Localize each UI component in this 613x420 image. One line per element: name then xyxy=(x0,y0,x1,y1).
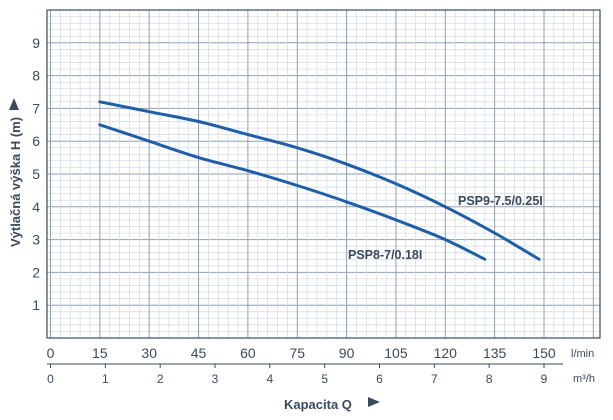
x2-tick-label: 3 xyxy=(212,372,219,386)
x-tick-label: 120 xyxy=(434,345,458,361)
y-tick-label: 1 xyxy=(32,297,40,313)
x-tick-label: 75 xyxy=(289,345,305,361)
x2-unit-label: m³/h xyxy=(573,373,595,385)
x2-tick-label: 8 xyxy=(486,372,493,386)
x-tick-label: 60 xyxy=(240,345,256,361)
y-axis-ticks: 1 2 3 4 5 6 7 8 9 xyxy=(32,35,40,313)
plot-frame xyxy=(46,9,601,339)
x2-tick-label: 9 xyxy=(541,372,548,386)
series-line-psp8 xyxy=(98,123,487,261)
x-axis-label: Kapacita Q xyxy=(284,397,352,412)
y-arrow-icon xyxy=(9,98,19,110)
y-tick-label: 5 xyxy=(32,166,40,182)
x-tick-label: 105 xyxy=(384,345,408,361)
y-tick-label: 4 xyxy=(32,199,40,215)
x2-tick-label: 7 xyxy=(431,372,438,386)
x2-tick-label: 5 xyxy=(321,372,328,386)
x2-tick-label: 4 xyxy=(266,372,273,386)
series-label-psp9: PSP9-7.5/0.25I xyxy=(458,194,543,208)
y-tick-label: 7 xyxy=(32,100,40,116)
x-tick-label: 30 xyxy=(141,345,157,361)
y-tick-label: 9 xyxy=(32,35,40,51)
x-arrow-icon xyxy=(368,397,380,407)
series-line-psp9 xyxy=(98,100,541,261)
x-tick-label: 90 xyxy=(339,345,355,361)
x2-tick-label: 0 xyxy=(47,372,54,386)
x2-tick-label: 2 xyxy=(157,372,164,386)
x-tick-label: 150 xyxy=(532,345,556,361)
x-unit-label: l/min xyxy=(571,348,594,360)
pump-curves xyxy=(98,100,541,261)
x-axis-title: Kapacita Q xyxy=(284,397,380,412)
x-tick-label: 45 xyxy=(191,345,207,361)
y-tick-label: 8 xyxy=(32,68,40,84)
x-tick-label: 135 xyxy=(483,345,507,361)
y-tick-label: 3 xyxy=(32,232,40,248)
x-axis-ticks-lmin: 0 15 30 45 60 75 90 105 120 135 150 xyxy=(47,345,556,361)
x2-tick-label: 1 xyxy=(102,372,109,386)
y-axis-label: Výtlačná výška H (m) xyxy=(8,117,23,247)
series-label-psp8: PSP8-7/0.18I xyxy=(348,248,422,262)
x2-tick-label: 6 xyxy=(376,372,383,386)
x-tick-label: 15 xyxy=(92,345,108,361)
y-tick-label: 6 xyxy=(32,133,40,149)
y-axis-title: Výtlačná výška H (m) xyxy=(8,98,23,247)
x-axis-ticks-m3h: 0 1 2 3 4 5 6 7 8 9 xyxy=(47,364,548,386)
y-tick-label: 2 xyxy=(32,264,40,280)
x-tick-label: 0 xyxy=(47,345,55,361)
chart-grid xyxy=(47,9,600,339)
